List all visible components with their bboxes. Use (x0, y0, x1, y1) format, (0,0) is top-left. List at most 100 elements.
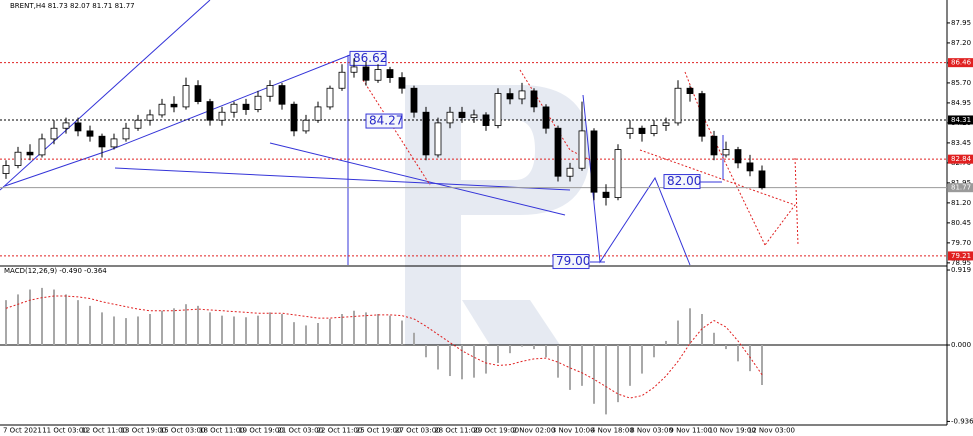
annotation-box (663, 174, 701, 190)
candle-body (710, 135, 718, 156)
x-tick-label: 3 Nov 10:00 (552, 427, 595, 435)
candle-body (650, 125, 658, 134)
candle-body (482, 114, 490, 126)
x-tick-label: 29 Oct 19:00 (473, 427, 519, 435)
candle-body (206, 101, 214, 121)
candle-body (410, 87, 418, 113)
candle-body (470, 114, 478, 118)
candle-body (422, 111, 430, 156)
candle-body (338, 71, 346, 89)
x-tick-label: 28 Oct 11:00 (434, 427, 480, 435)
x-tick-label: 21 Oct 03:00 (277, 427, 323, 435)
candle-body (170, 103, 178, 108)
candle-body (98, 135, 106, 148)
candle-body (758, 170, 766, 189)
level-label: 79.21 (951, 252, 971, 260)
candle-body (446, 111, 454, 124)
candle-body (350, 66, 358, 73)
candle-body (254, 95, 262, 110)
candle-body (362, 66, 370, 81)
macd-signal-line (5, 295, 763, 399)
candle-body (242, 103, 250, 110)
candle-body (590, 130, 598, 193)
x-tick-label: 2 Nov 02:00 (513, 427, 556, 435)
x-tick-label: 9 Nov 11:00 (669, 427, 712, 435)
candle-body (374, 69, 382, 81)
y-tick-label: 79.70 (951, 239, 971, 247)
annotation-box (552, 254, 590, 270)
candle-body (314, 106, 322, 121)
y-tick-label: 83.45 (951, 139, 971, 147)
candle-body (146, 114, 154, 121)
candle-body (302, 119, 310, 132)
x-tick-label: 12 Nov 03:00 (748, 427, 795, 435)
annotation-box (365, 113, 403, 129)
macd-y-tick-label: 0.919 (951, 266, 971, 274)
candle-body (434, 122, 442, 156)
candle-body (2, 165, 10, 174)
level-label: 82.84 (951, 155, 972, 163)
candle-body (518, 90, 526, 100)
x-tick-label: 12 Oct 11:00 (81, 427, 127, 435)
candle-body (86, 130, 94, 137)
x-tick-label: 7 Oct 2021 (3, 427, 42, 435)
watermark (405, 85, 590, 345)
candle-body (158, 103, 166, 116)
annotation-label: 79.00 (556, 254, 590, 268)
candle-body (50, 127, 58, 140)
level-label-box (948, 58, 973, 68)
candle-body (74, 122, 82, 132)
level-label-box (948, 183, 973, 193)
candle-body (230, 103, 238, 113)
candle-body (686, 87, 694, 94)
annotation-label: 86.62 (353, 51, 387, 65)
candle-body (662, 122, 670, 126)
candle-body (530, 90, 538, 108)
candle-body (182, 85, 190, 108)
candle-body (542, 106, 550, 129)
x-tick-label: 18 Oct 11:00 (199, 427, 245, 435)
candle-body (494, 93, 502, 126)
candle-body (38, 138, 46, 156)
macd-header: MACD(12,26,9) -0.490 -0.364 (4, 267, 107, 275)
candle-body (218, 111, 226, 121)
candle-body (626, 127, 634, 134)
candle-body (578, 130, 586, 169)
candle-body (266, 85, 274, 97)
candle-body (506, 93, 514, 100)
y-tick-label: 85.70 (951, 79, 971, 87)
candle-body (674, 87, 682, 124)
y-tick-label: 84.95 (951, 99, 971, 107)
candle-body (122, 127, 130, 140)
annotation-box (349, 50, 387, 66)
level-label-box (948, 251, 973, 261)
candle-body (638, 127, 646, 134)
y-tick-label: 81.20 (951, 199, 971, 207)
level-label-box (948, 115, 973, 125)
x-tick-label: 8 Nov 03:00 (630, 427, 673, 435)
candle-body (14, 151, 22, 166)
candle-body (698, 93, 706, 137)
candle-body (602, 191, 610, 198)
x-tick-label: 10 Nov 19:00 (709, 427, 756, 435)
candle-body (566, 167, 574, 177)
annotation-label: 82.00 (667, 174, 701, 188)
x-tick-label: 13 Oct 19:00 (121, 427, 167, 435)
level-label: 81.77 (951, 184, 971, 192)
candle-body (278, 85, 286, 105)
y-tick-label: 87.95 (951, 19, 971, 27)
candle-body (326, 87, 334, 108)
y-tick-label: 87.20 (951, 39, 971, 47)
level-label-box (948, 154, 973, 164)
x-tick-label: 27 Oct 03:00 (395, 427, 441, 435)
x-tick-label: 11 Oct 03:00 (42, 427, 88, 435)
x-tick-label: 25 Oct 19:00 (356, 427, 402, 435)
macd-y-tick-label: 0.000 (951, 341, 971, 349)
candle-body (110, 138, 118, 148)
chart-header: BRENT,H4 81.73 82.07 81.71 81.77 (10, 2, 135, 10)
level-label: 86.46 (951, 59, 972, 67)
candle-body (734, 149, 742, 164)
macd-y-tick-label: -0.936 (951, 417, 973, 425)
y-tick-label: 81.95 (951, 179, 971, 187)
